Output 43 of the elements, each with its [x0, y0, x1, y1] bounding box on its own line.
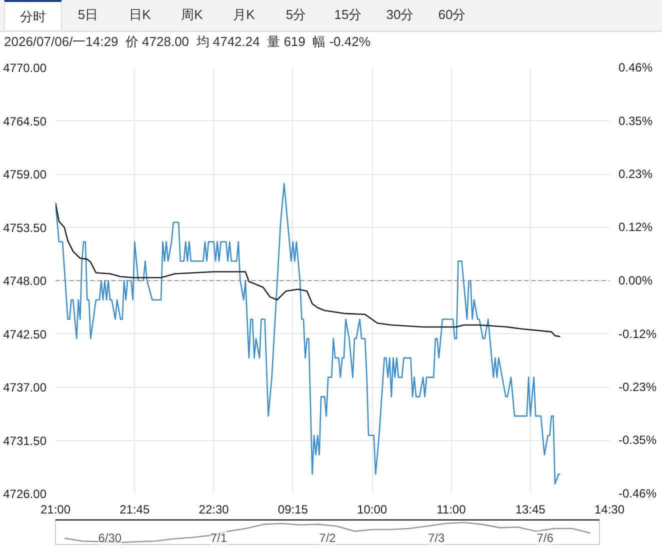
text: 5分	[284, 6, 308, 24]
text: 日K	[128, 6, 152, 24]
y-tick-label: 4726.00	[3, 487, 47, 501]
chart-title: 2026/07/06/一14:29 价 4728.00 均 4742.24 量 619 幅 -0.42%	[3, 33, 370, 51]
y-tick-label: 4731.50	[3, 434, 47, 448]
x-tick-label: 13:45	[515, 502, 546, 516]
y2-tick-label: 0.12%	[618, 220, 653, 234]
x-tick-label: 21:00	[40, 502, 71, 516]
y2-tick-label: 0.23%	[618, 166, 653, 181]
y2-tick-label: 0.46%	[618, 60, 653, 74]
text: 60分	[437, 6, 467, 24]
text: 30分	[385, 6, 415, 24]
y-tick-label: 4770.00	[3, 61, 47, 75]
annotation: 7/3	[428, 530, 445, 545]
x-tick-label: 09:15	[278, 502, 308, 516]
text: 15分	[333, 6, 363, 24]
y2-tick-label: -0.35%	[618, 433, 657, 448]
y-tick-label: 4753.50	[3, 220, 47, 235]
y-tick-label: 4737.00	[3, 380, 47, 394]
y-tick-label: 4764.50	[3, 114, 47, 128]
x-tick-label: 10:00	[357, 502, 388, 516]
annotation: 7/1	[210, 530, 228, 545]
y-tick-label: 4759.00	[3, 168, 47, 182]
y2-tick-label: -0.12%	[618, 326, 657, 341]
y2-tick-label: -0.23%	[618, 380, 657, 394]
y2-tick-label: 0.00%	[618, 274, 653, 288]
line-series	[56, 202, 561, 338]
annotation: 6/30	[98, 530, 122, 545]
x-tick-label: 22:30	[198, 502, 230, 516]
annotation: 7/2	[319, 530, 336, 545]
text: 分时	[4, 0, 62, 30]
y-tick-label: 4742.50	[3, 327, 47, 342]
text: 月K	[232, 6, 256, 24]
y2-tick-label: 0.35%	[618, 114, 653, 128]
y2-tick-label: -0.46%	[618, 486, 657, 500]
x-tick-label: 21:45	[120, 502, 150, 516]
x-tick-label: 11:00	[436, 502, 466, 516]
text: 5日	[76, 6, 100, 24]
y-tick-label: 4748.00	[3, 274, 47, 288]
annotation: 7/6	[536, 530, 554, 545]
x-tick-label: 14:30	[594, 502, 625, 516]
line-series	[56, 183, 561, 484]
text: 周K	[180, 6, 204, 24]
